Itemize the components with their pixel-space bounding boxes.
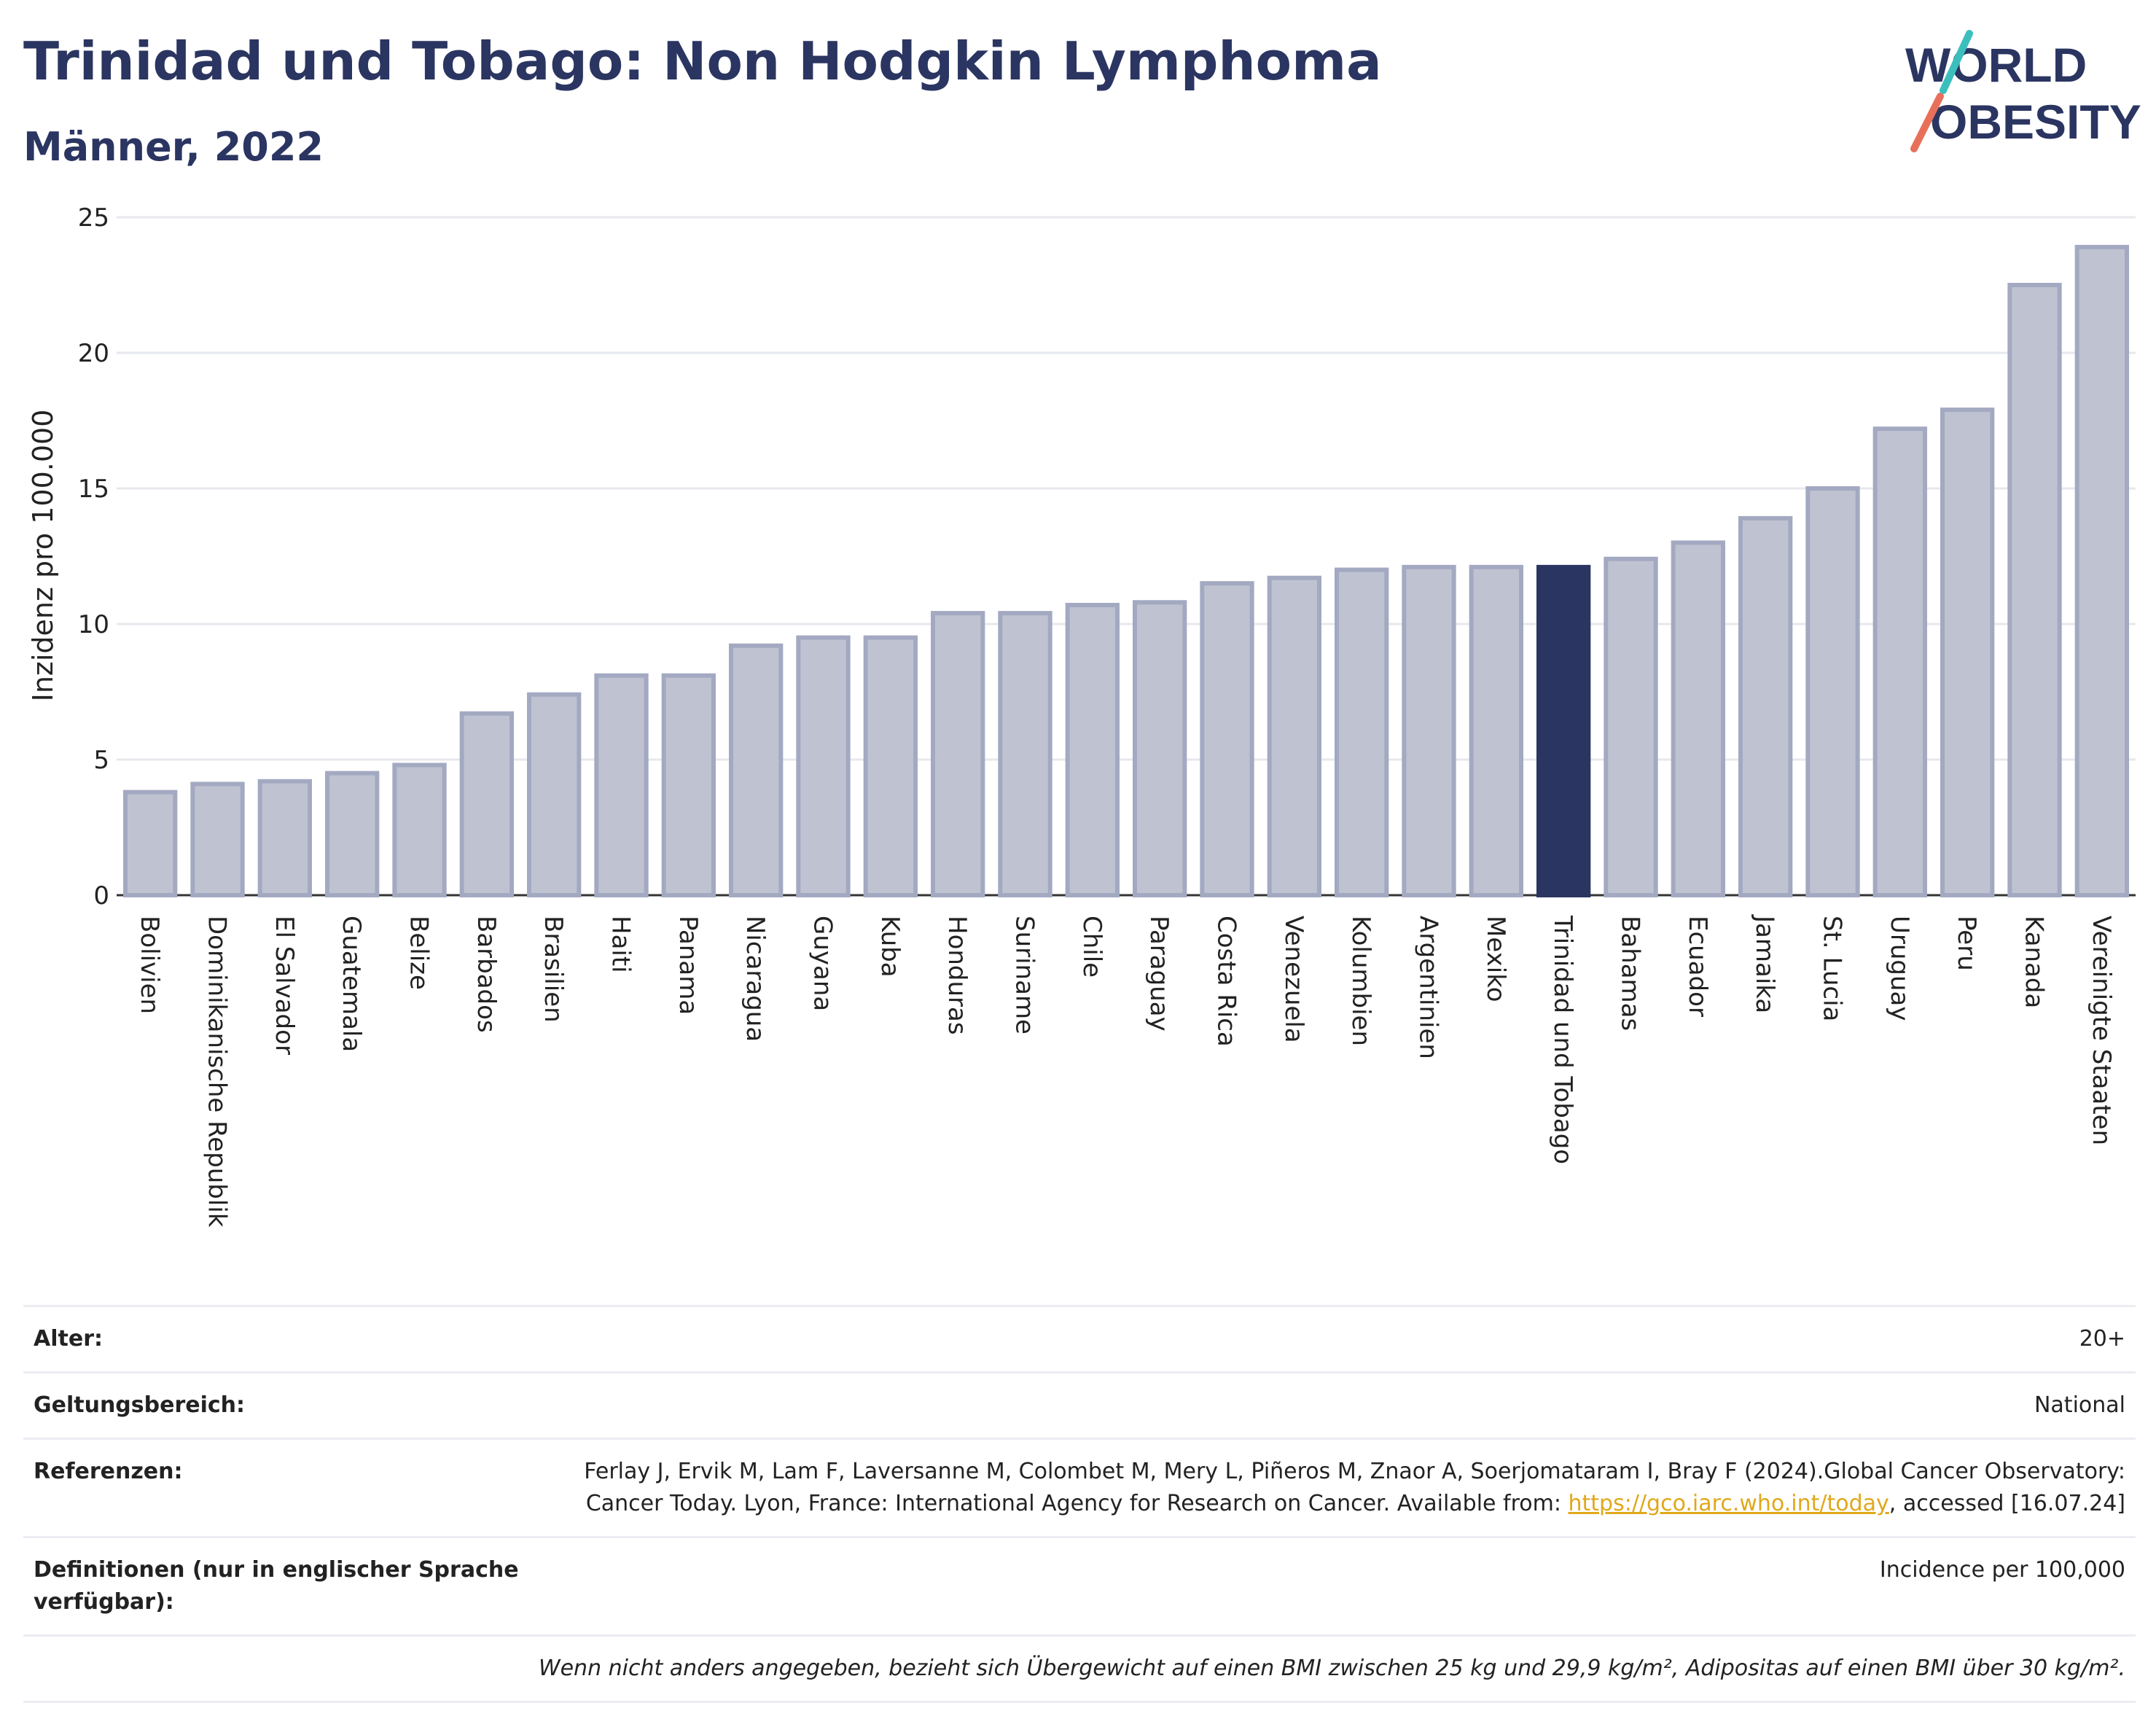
y-axis-title: Inzidenz pro 100.000 bbox=[27, 410, 59, 702]
y-tick-label-2: 10 bbox=[78, 610, 109, 639]
bar-1 bbox=[190, 781, 245, 897]
bar-17 bbox=[1267, 575, 1321, 897]
age-value: 20+ bbox=[2079, 1326, 2125, 1352]
definitions-value: Incidence per 100,000 bbox=[1879, 1557, 2125, 1583]
bar-15 bbox=[1133, 600, 1187, 897]
info-row-note: Wenn nicht anders angegeben, bezieht sic… bbox=[23, 1634, 2136, 1703]
page-title: Trinidad und Tobago: Non Hodgkin Lymphom… bbox=[23, 31, 1382, 92]
x-tick-label-13: Suriname bbox=[1010, 916, 1039, 1034]
bar-8 bbox=[661, 673, 716, 897]
x-tick-label-11: Kuba bbox=[875, 916, 905, 978]
bar-25 bbox=[1805, 486, 1860, 897]
bar-6 bbox=[527, 692, 582, 897]
references-link[interactable]: https://gco.iarc.who.int/today bbox=[1568, 1491, 1889, 1516]
bar-7 bbox=[594, 673, 649, 897]
bar-chart: 0 5 10 15 20 25 Bolivien Dominikanische Republi… bbox=[27, 203, 2136, 1228]
bar-20 bbox=[1469, 564, 1523, 897]
age-label: Alter: bbox=[34, 1326, 103, 1352]
scope-value: National bbox=[2034, 1392, 2125, 1418]
info-row-definitions: Definitionen (nur in englischer Sprache … bbox=[23, 1536, 2136, 1634]
bar-9 bbox=[729, 643, 784, 897]
label-layer: 0 5 10 15 20 25 Bolivien Dominikanische Republi… bbox=[78, 203, 2116, 1228]
bar-10 bbox=[796, 635, 851, 897]
x-tick-label-1: Dominikanische Republik bbox=[203, 916, 232, 1228]
references-tail: , accessed [16.07.24] bbox=[1889, 1491, 2125, 1516]
x-tick-label-18: Kolumbien bbox=[1346, 916, 1375, 1046]
bar-29 bbox=[2074, 244, 2129, 898]
x-tick-label-26: Uruguay bbox=[1885, 916, 1914, 1021]
bar-14 bbox=[1065, 602, 1120, 898]
bar-0 bbox=[123, 789, 178, 898]
bar-13 bbox=[998, 611, 1052, 897]
references-text: Ferlay J, Ervik M, Lam F, Laversanne M, … bbox=[584, 1459, 2125, 1516]
bar-26 bbox=[1872, 426, 1927, 897]
y-tick-label-1: 5 bbox=[93, 746, 109, 775]
x-tick-label-14: Chile bbox=[1077, 916, 1106, 978]
x-tick-label-25: St. Lucia bbox=[1818, 916, 1847, 1021]
logo-line1: WORLD bbox=[1905, 38, 2087, 92]
x-tick-label-2: El Salvador bbox=[270, 916, 299, 1055]
x-tick-label-3: Guatemala bbox=[337, 916, 366, 1052]
bar-5 bbox=[459, 711, 514, 898]
bar-16 bbox=[1200, 581, 1254, 897]
x-tick-label-12: Honduras bbox=[942, 916, 972, 1035]
info-row-references: Referenzen: Ferlay J, Ervik M, Lam F, La… bbox=[23, 1438, 2136, 1536]
bar-18 bbox=[1335, 567, 1389, 897]
grid-layer bbox=[117, 216, 2136, 897]
x-tick-label-23: Ecuador bbox=[1683, 916, 1712, 1017]
x-tick-label-19: Argentinien bbox=[1414, 916, 1443, 1059]
references-value: Ferlay J, Ervik M, Lam F, Laversanne M, … bbox=[558, 1456, 2125, 1520]
x-tick-label-29: Vereinigte Staaten bbox=[2087, 916, 2116, 1145]
logo-line2: OBESITY bbox=[1930, 95, 2141, 149]
x-tick-label-21: Trinidad und Tobago bbox=[1548, 915, 1577, 1164]
bar-11 bbox=[863, 635, 918, 897]
y-tick-label-4: 20 bbox=[78, 339, 109, 368]
world-obesity-logo: WORLD OBESITY bbox=[1905, 30, 2141, 152]
bar-23 bbox=[1671, 540, 1725, 898]
info-table: Alter: 20+ Geltungsbereich: National Ref… bbox=[23, 1305, 2136, 1703]
x-tick-label-6: Brasilien bbox=[539, 916, 568, 1023]
bar-27 bbox=[1940, 408, 1995, 897]
y-tick-label-0: 0 bbox=[93, 881, 109, 911]
x-tick-label-0: Bolivien bbox=[135, 916, 164, 1014]
logo-slash-teal bbox=[1940, 30, 1973, 94]
references-label: Referenzen: bbox=[34, 1459, 183, 1484]
bar-19 bbox=[1402, 564, 1456, 897]
x-tick-label-7: Haiti bbox=[606, 916, 636, 973]
x-tick-label-17: Venezuela bbox=[1279, 916, 1308, 1043]
x-tick-label-22: Bahamas bbox=[1616, 916, 1645, 1031]
y-tick-label-3: 15 bbox=[78, 475, 109, 504]
x-tick-label-4: Belize bbox=[405, 916, 434, 990]
page-subtitle: Männer, 2022 bbox=[23, 124, 324, 170]
bmi-note: Wenn nicht anders angegeben, bezieht sic… bbox=[538, 1656, 2125, 1681]
x-tick-label-8: Panama bbox=[673, 916, 703, 1015]
x-tick-label-15: Paraguay bbox=[1144, 916, 1173, 1032]
bar-3 bbox=[325, 771, 380, 897]
x-tick-label-28: Kanada bbox=[2020, 916, 2049, 1008]
bar-12 bbox=[931, 611, 985, 897]
bar-4 bbox=[392, 763, 447, 897]
x-tick-label-5: Barbados bbox=[472, 916, 501, 1033]
bar-24 bbox=[1738, 515, 1793, 897]
bar-21 bbox=[1536, 564, 1591, 897]
bar-22 bbox=[1604, 556, 1658, 897]
info-row-age: Alter: 20+ bbox=[23, 1305, 2136, 1371]
x-tick-label-20: Mexiko bbox=[1481, 916, 1510, 1002]
scope-label: Geltungsbereich: bbox=[34, 1392, 246, 1418]
bar-layer bbox=[123, 244, 2129, 898]
definitions-label: Definitionen (nur in englischer Sprache … bbox=[34, 1557, 519, 1615]
x-tick-label-16: Costa Rica bbox=[1212, 916, 1241, 1047]
logo-slash-red bbox=[1910, 93, 1944, 152]
bar-28 bbox=[2007, 283, 2062, 897]
x-tick-label-27: Peru bbox=[1952, 916, 1981, 971]
x-tick-label-10: Guyana bbox=[808, 916, 837, 1011]
info-row-scope: Geltungsbereich: National bbox=[23, 1371, 2136, 1438]
x-tick-label-24: Jamaika bbox=[1750, 914, 1779, 1013]
x-tick-label-9: Nicaragua bbox=[741, 916, 770, 1042]
bar-2 bbox=[257, 779, 312, 898]
y-tick-label-5: 25 bbox=[78, 203, 109, 233]
